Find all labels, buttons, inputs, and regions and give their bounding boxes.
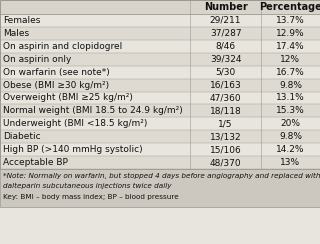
Text: 14.2%: 14.2% (276, 145, 305, 154)
Text: 48/370: 48/370 (210, 158, 241, 167)
Bar (0, 14, 320, 27)
Text: 16/163: 16/163 (210, 81, 242, 90)
Bar (0, 117, 320, 130)
Text: Females: Females (3, 16, 41, 25)
Text: 15/106: 15/106 (210, 145, 242, 154)
Text: 18/118: 18/118 (210, 106, 242, 115)
Bar (0, 0, 320, 169)
Text: Diabetic: Diabetic (3, 132, 41, 141)
Text: dalteparin subcutaneous injections twice daily: dalteparin subcutaneous injections twice… (3, 183, 171, 189)
Bar (0, 40, 320, 53)
Bar (0, 156, 320, 169)
Text: 47/360: 47/360 (210, 93, 241, 102)
Text: On aspirin only: On aspirin only (3, 55, 72, 64)
Text: 12%: 12% (280, 55, 300, 64)
Bar (0, 130, 320, 143)
Text: 16.7%: 16.7% (276, 68, 305, 77)
Bar (0, 169, 320, 207)
Text: 8/46: 8/46 (216, 42, 236, 51)
Text: High BP (>140 mmHg systolic): High BP (>140 mmHg systolic) (3, 145, 143, 154)
Bar (0, 27, 320, 40)
Text: Percentage: Percentage (259, 2, 320, 12)
Text: On warfarin (see note*): On warfarin (see note*) (3, 68, 110, 77)
Bar (0, 92, 320, 104)
Text: 1/5: 1/5 (218, 119, 233, 128)
Text: 13%: 13% (280, 158, 300, 167)
Text: Normal weight (BMI 18.5 to 24.9 kg/m²): Normal weight (BMI 18.5 to 24.9 kg/m²) (3, 106, 183, 115)
Bar (0, 143, 320, 156)
Bar (0, 53, 320, 66)
Text: 12.9%: 12.9% (276, 29, 305, 38)
Text: 13.7%: 13.7% (276, 16, 305, 25)
Text: On aspirin and clopidogrel: On aspirin and clopidogrel (3, 42, 123, 51)
Bar (0, 104, 320, 117)
Text: Overweight (BMI ≥25 kg/m²): Overweight (BMI ≥25 kg/m²) (3, 93, 133, 102)
Text: 9.8%: 9.8% (279, 81, 302, 90)
Text: Males: Males (3, 29, 29, 38)
Text: 13.1%: 13.1% (276, 93, 305, 102)
Text: *Note: Normally on warfarin, but stopped 4 days before angiography and replaced : *Note: Normally on warfarin, but stopped… (3, 173, 320, 179)
Text: 20%: 20% (280, 119, 300, 128)
Bar (0, 66, 320, 79)
Text: 29/211: 29/211 (210, 16, 241, 25)
Text: 5/30: 5/30 (215, 68, 236, 77)
Text: Obese (BMI ≥30 kg/m²): Obese (BMI ≥30 kg/m²) (3, 81, 109, 90)
Text: Number: Number (204, 2, 247, 12)
Bar (0, 79, 320, 92)
Text: 39/324: 39/324 (210, 55, 241, 64)
Text: Acceptable BP: Acceptable BP (3, 158, 68, 167)
Text: 9.8%: 9.8% (279, 132, 302, 141)
Text: 15.3%: 15.3% (276, 106, 305, 115)
Text: Key: BMI – body mass index; BP – blood pressure: Key: BMI – body mass index; BP – blood p… (3, 194, 178, 200)
Bar (0, 0, 320, 14)
Text: 37/287: 37/287 (210, 29, 241, 38)
Text: 13/132: 13/132 (210, 132, 241, 141)
Text: 17.4%: 17.4% (276, 42, 305, 51)
Text: Underweight (BMI <18.5 kg/m²): Underweight (BMI <18.5 kg/m²) (3, 119, 148, 128)
